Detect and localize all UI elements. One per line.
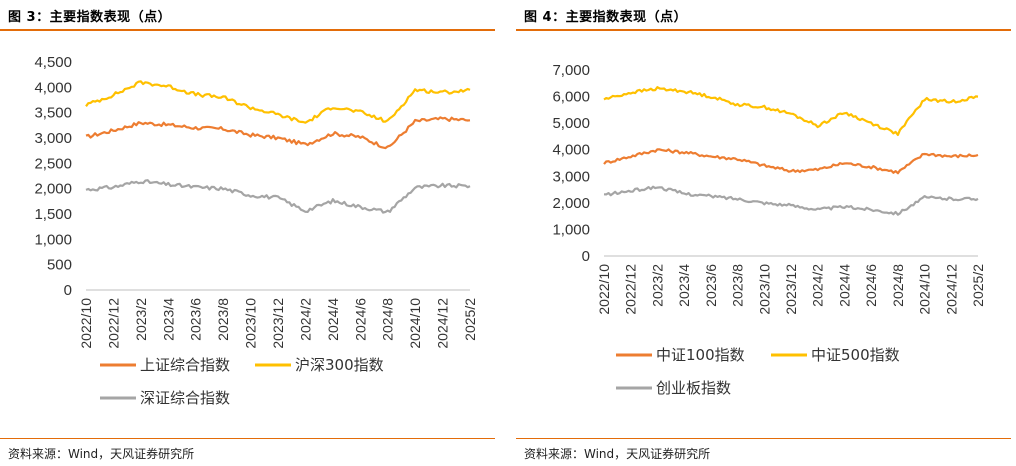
x-tick-label: 2023/10 <box>756 264 772 315</box>
x-tick-label: 2024/6 <box>863 264 879 307</box>
title-rule <box>0 29 495 31</box>
x-tick-label: 2023/4 <box>676 264 692 307</box>
legend-label: 深证综合指数 <box>140 389 230 407</box>
legend-label: 上证综合指数 <box>140 356 230 374</box>
y-tick-label: 4,000 <box>34 79 72 96</box>
figure-3-source: 资料来源：Wind，天风证券研究所 <box>8 447 195 461</box>
y-tick-label: 7,000 <box>552 62 590 79</box>
x-tick-label: 2024/4 <box>836 264 852 307</box>
y-tick-label: 3,000 <box>552 168 590 185</box>
y-tick-label: 2,000 <box>34 181 72 198</box>
chart-figure-4: 0 1,000 2,000 3,000 4,000 5,000 6,000 7,000 2022… <box>552 62 986 397</box>
y-tick-label: 3,500 <box>34 105 72 122</box>
y-tick-label: 2,000 <box>552 195 590 212</box>
x-tick-label: 2023/6 <box>703 264 719 307</box>
chart-figure-3: 0 500 1,000 1,500 2,000 2,500 3,000 3,500 4,000 4… <box>34 54 478 407</box>
figure-4: 图 4：主要指数表现（点） 0 1,000 2,000 3,000 4,000 5,000… <box>516 0 1016 466</box>
x-tick-label: 2024/12 <box>943 264 959 315</box>
figure-3-title: 图 3：主要指数表现（点） <box>8 10 172 25</box>
x-tick-label: 2025/2 <box>462 298 478 341</box>
y-tick-label: 6,000 <box>552 89 590 106</box>
legend-label: 沪深300指数 <box>295 356 384 374</box>
x-tick-label: 2023/8 <box>215 298 231 341</box>
source-rule <box>516 438 1011 439</box>
x-tick-label: 2024/4 <box>325 298 341 341</box>
x-tick-label: 2024/10 <box>407 298 423 349</box>
y-tick-label: 1,500 <box>34 206 72 223</box>
series-line-1 <box>603 86 979 137</box>
x-tick-label: 2022/10 <box>596 264 612 315</box>
y-tick-label: 1,000 <box>34 231 72 248</box>
title-rule <box>516 29 1011 31</box>
y-tick-label: 1,000 <box>552 221 590 238</box>
y-tick-label: 3,000 <box>34 130 72 147</box>
x-tick-label: 2022/10 <box>78 298 94 349</box>
x-tick-label: 2024/6 <box>352 298 368 341</box>
x-tick-label: 2024/8 <box>890 264 906 307</box>
y-tick-label: 500 <box>47 257 72 274</box>
x-tick-label: 2023/10 <box>243 298 259 349</box>
x-tick-label: 2023/8 <box>730 264 746 307</box>
x-tick-label: 2023/12 <box>270 298 286 349</box>
series-line-1 <box>85 80 471 124</box>
x-tick-label: 2024/12 <box>435 298 451 349</box>
x-tick-label: 2022/12 <box>623 264 639 315</box>
x-tick-label: 2023/2 <box>133 298 149 341</box>
legend-label: 中证500指数 <box>811 346 900 364</box>
x-tick-label: 2024/2 <box>810 264 826 307</box>
x-tick-label: 2024/2 <box>297 298 313 341</box>
y-tick-label: 5,000 <box>552 115 590 132</box>
x-tick-label: 2023/2 <box>649 264 665 307</box>
y-tick-label: 4,000 <box>552 142 590 159</box>
x-tick-label: 2023/6 <box>188 298 204 341</box>
y-tick-label: 0 <box>64 282 72 299</box>
series-line-2 <box>85 179 471 214</box>
x-tick-label: 2023/4 <box>160 298 176 341</box>
figure-3: 图 3：主要指数表现（点） 0 500 1,000 1,500 2,000 2,500 3,… <box>0 0 500 466</box>
x-tick-label: 2024/10 <box>917 264 933 315</box>
x-tick-label: 2022/12 <box>105 298 121 349</box>
series-line-0 <box>603 148 979 175</box>
x-tick-label: 2025/2 <box>970 264 986 307</box>
legend-label: 创业板指数 <box>656 379 731 397</box>
x-tick-label: 2024/8 <box>380 298 396 341</box>
series-line-2 <box>603 185 979 216</box>
figure-4-source: 资料来源：Wind，天风证券研究所 <box>524 447 711 461</box>
source-rule <box>0 438 495 439</box>
y-tick-label: 0 <box>582 248 590 265</box>
legend-label: 中证100指数 <box>656 346 745 364</box>
y-tick-label: 4,500 <box>34 54 72 71</box>
series-line-0 <box>85 116 471 150</box>
figure-4-title: 图 4：主要指数表现（点） <box>524 10 688 25</box>
x-tick-label: 2023/12 <box>783 264 799 315</box>
y-tick-label: 2,500 <box>34 155 72 172</box>
